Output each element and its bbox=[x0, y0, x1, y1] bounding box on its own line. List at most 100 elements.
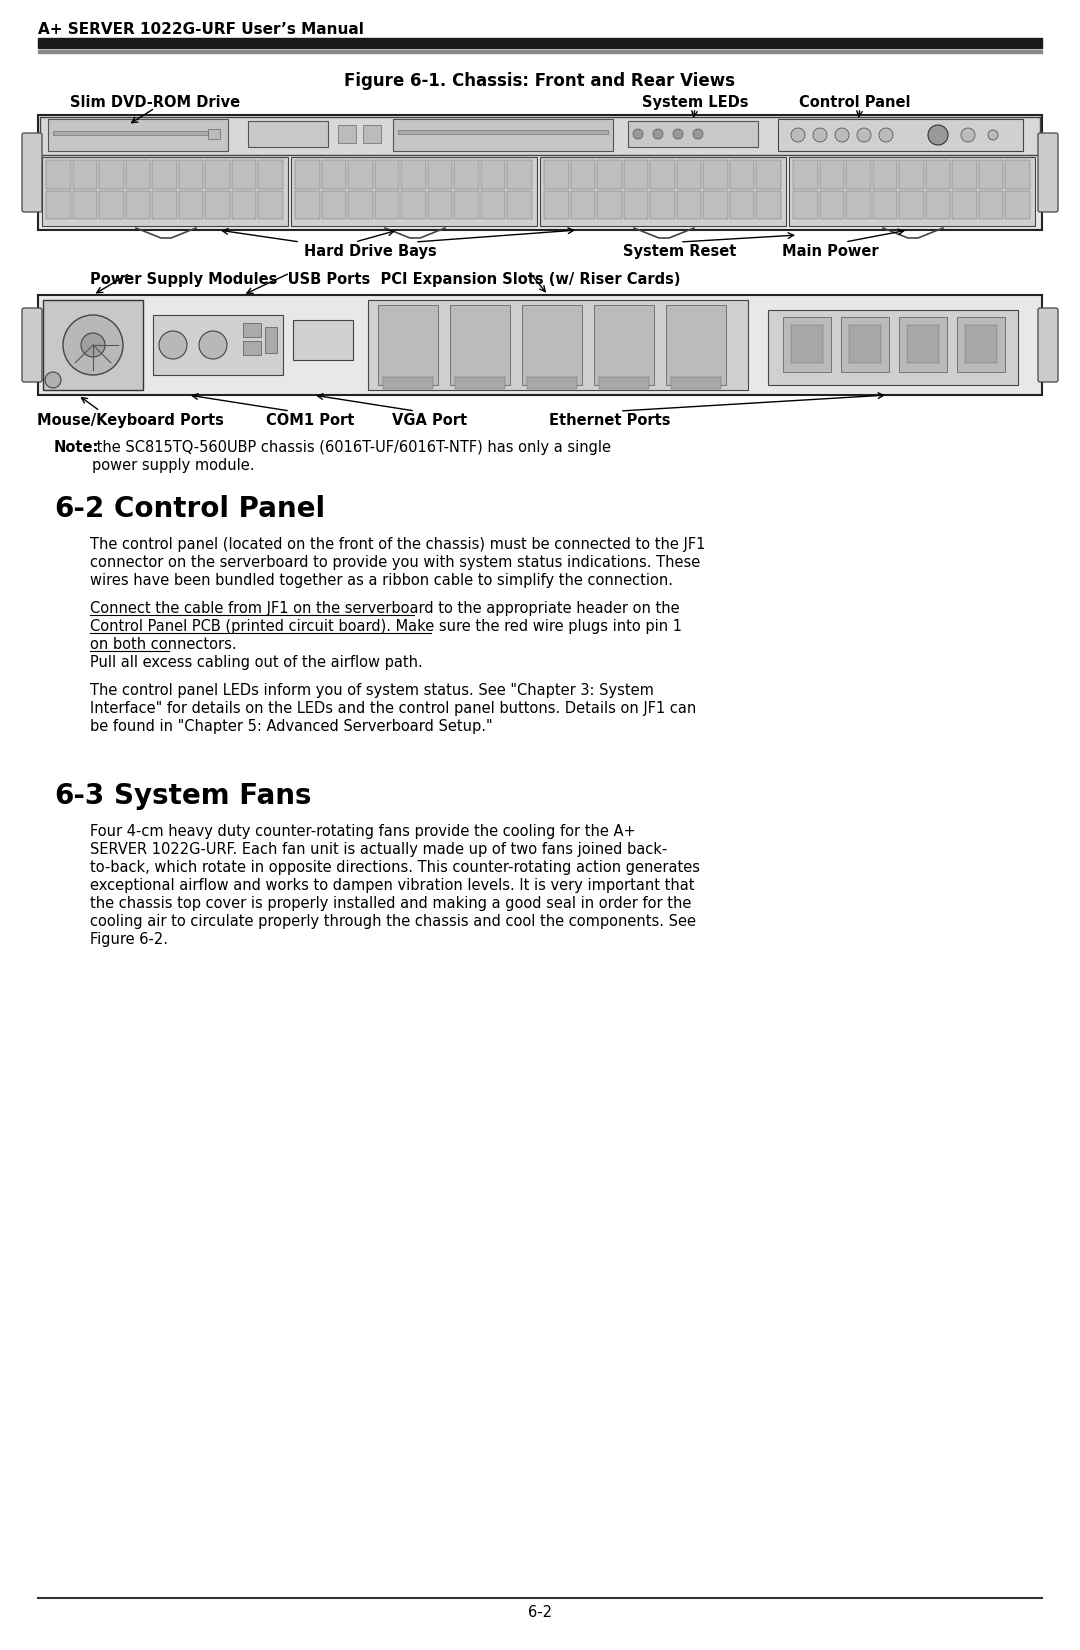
Bar bbox=[966, 325, 997, 363]
Text: The control panel (located on the front of the chassis) must be connected to the: The control panel (located on the front … bbox=[90, 536, 705, 553]
Bar bbox=[544, 190, 568, 219]
Bar bbox=[793, 190, 818, 219]
Bar bbox=[378, 305, 438, 384]
Bar bbox=[849, 325, 881, 363]
Bar bbox=[42, 157, 288, 226]
Bar bbox=[179, 190, 203, 219]
Text: Pull all excess cabling out of the airflow path.: Pull all excess cabling out of the airfl… bbox=[90, 655, 422, 670]
Circle shape bbox=[63, 315, 123, 375]
Circle shape bbox=[199, 332, 227, 360]
Bar bbox=[72, 160, 97, 188]
Text: be found in "Chapter 5: Advanced Serverboard Setup.": be found in "Chapter 5: Advanced Serverb… bbox=[90, 719, 492, 734]
Bar bbox=[1005, 190, 1030, 219]
Text: on both connectors.: on both connectors. bbox=[90, 637, 237, 652]
Bar bbox=[295, 190, 320, 219]
Bar bbox=[508, 190, 532, 219]
Bar bbox=[756, 160, 781, 188]
Bar bbox=[232, 190, 256, 219]
Circle shape bbox=[633, 129, 643, 139]
Text: COM1 Port: COM1 Port bbox=[266, 412, 354, 427]
Text: connector on the serverboard to provide you with system status indications. Thes: connector on the serverboard to provide … bbox=[90, 554, 700, 569]
Bar bbox=[623, 190, 648, 219]
Bar bbox=[873, 160, 897, 188]
Bar bbox=[295, 160, 320, 188]
Bar bbox=[205, 160, 230, 188]
Text: Slim DVD-ROM Drive: Slim DVD-ROM Drive bbox=[70, 96, 240, 111]
Bar bbox=[99, 160, 124, 188]
Bar bbox=[46, 190, 70, 219]
Bar bbox=[38, 295, 1042, 394]
Bar bbox=[730, 190, 755, 219]
Text: 6-3: 6-3 bbox=[54, 782, 105, 810]
Text: power supply module.: power supply module. bbox=[92, 459, 255, 474]
Bar bbox=[450, 305, 510, 384]
Text: wires have been bundled together as a ribbon cable to simplify the connection.: wires have been bundled together as a ri… bbox=[90, 573, 673, 587]
Circle shape bbox=[858, 129, 870, 142]
Bar bbox=[258, 160, 283, 188]
Bar bbox=[153, 315, 283, 375]
Bar bbox=[978, 190, 1003, 219]
Bar bbox=[677, 160, 701, 188]
Bar bbox=[666, 305, 726, 384]
Bar bbox=[846, 160, 870, 188]
Bar bbox=[841, 317, 889, 371]
Text: System Fans: System Fans bbox=[114, 782, 311, 810]
Bar bbox=[597, 190, 622, 219]
Text: Mouse/Keyboard Ports: Mouse/Keyboard Ports bbox=[37, 412, 224, 427]
Text: VGA Port: VGA Port bbox=[392, 412, 468, 427]
Bar bbox=[570, 190, 595, 219]
Bar bbox=[455, 160, 478, 188]
Circle shape bbox=[673, 129, 683, 139]
Bar bbox=[38, 38, 1042, 48]
Bar bbox=[873, 190, 897, 219]
Text: Control Panel: Control Panel bbox=[799, 96, 910, 111]
Bar bbox=[402, 190, 426, 219]
Bar bbox=[248, 120, 328, 147]
Bar bbox=[363, 125, 381, 144]
Bar bbox=[957, 317, 1005, 371]
Text: the chassis top cover is properly installed and making a good seal in order for : the chassis top cover is properly instal… bbox=[90, 896, 691, 911]
Text: SERVER 1022G-URF. Each fan unit is actually made up of two fans joined back-: SERVER 1022G-URF. Each fan unit is actua… bbox=[90, 842, 667, 856]
Circle shape bbox=[81, 333, 105, 356]
Text: Ethernet Ports: Ethernet Ports bbox=[550, 412, 671, 427]
Bar bbox=[243, 323, 261, 337]
Bar bbox=[43, 300, 143, 389]
Bar bbox=[756, 190, 781, 219]
Text: 6-2: 6-2 bbox=[528, 1605, 552, 1620]
Bar bbox=[599, 376, 649, 389]
Bar bbox=[393, 119, 613, 152]
Bar bbox=[243, 342, 261, 355]
Bar bbox=[900, 160, 923, 188]
Bar bbox=[265, 327, 276, 353]
Bar bbox=[205, 190, 230, 219]
Bar bbox=[368, 300, 748, 389]
Bar bbox=[455, 376, 505, 389]
Bar bbox=[926, 190, 950, 219]
Bar bbox=[778, 119, 1023, 152]
Bar bbox=[348, 160, 373, 188]
Circle shape bbox=[653, 129, 663, 139]
Text: Figure 6-1. Chassis: Front and Rear Views: Figure 6-1. Chassis: Front and Rear View… bbox=[345, 73, 735, 91]
Bar bbox=[820, 190, 845, 219]
Bar bbox=[544, 160, 568, 188]
Text: Power Supply Modules  USB Ports  PCI Expansion Slots (w/ Riser Cards): Power Supply Modules USB Ports PCI Expan… bbox=[90, 272, 680, 287]
Bar bbox=[125, 160, 150, 188]
Bar bbox=[72, 190, 97, 219]
Bar bbox=[375, 160, 400, 188]
Bar bbox=[481, 160, 505, 188]
Bar bbox=[179, 160, 203, 188]
Text: A+ SERVER 1022G-URF User’s Manual: A+ SERVER 1022G-URF User’s Manual bbox=[38, 21, 364, 36]
Text: cooling air to circulate properly through the chassis and cool the components. S: cooling air to circulate properly throug… bbox=[90, 914, 696, 929]
Bar bbox=[46, 160, 70, 188]
Text: Connect the cable from JF1 on the serverboard to the appropriate header on the: Connect the cable from JF1 on the server… bbox=[90, 601, 679, 615]
Text: Control Panel: Control Panel bbox=[114, 495, 325, 523]
Circle shape bbox=[988, 130, 998, 140]
Text: Hard Drive Bays: Hard Drive Bays bbox=[303, 244, 436, 259]
Bar bbox=[232, 160, 256, 188]
Bar bbox=[208, 129, 220, 139]
Circle shape bbox=[961, 129, 975, 142]
Bar bbox=[53, 130, 218, 135]
Bar bbox=[428, 190, 453, 219]
Bar bbox=[907, 325, 939, 363]
Bar bbox=[1005, 160, 1030, 188]
